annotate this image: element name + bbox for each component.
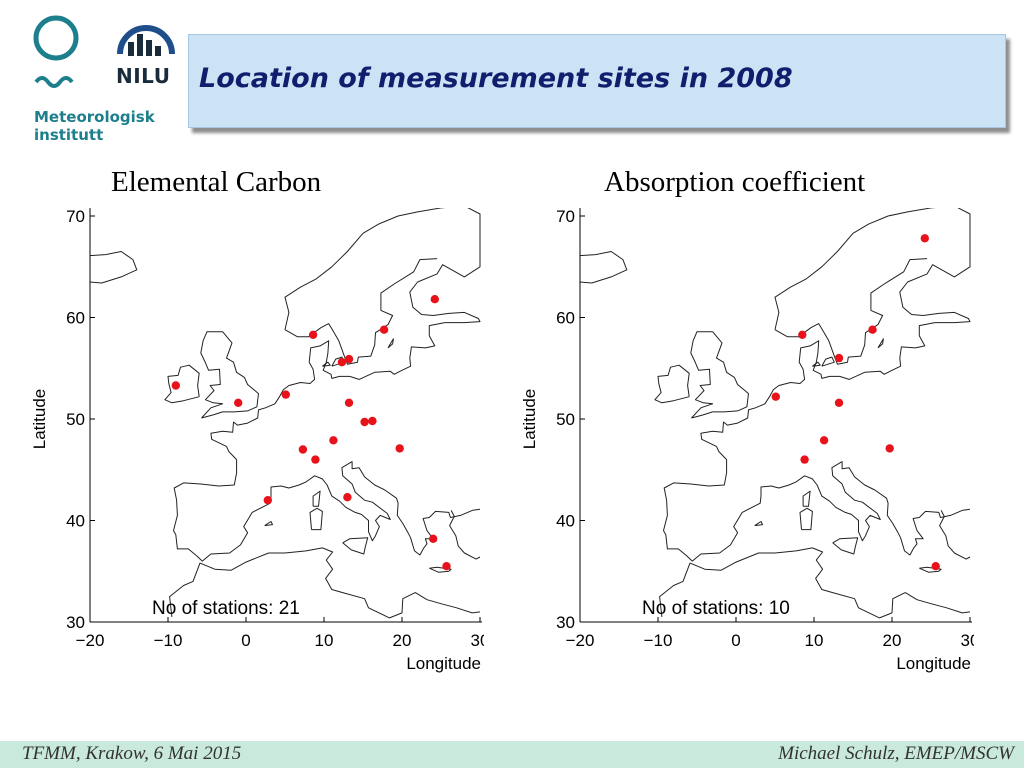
y-tick-label: 30	[556, 613, 575, 632]
x-tick-label: 30	[471, 631, 484, 650]
x-tick-label: 0	[241, 631, 250, 650]
met-logo-text: Meteorologisk institutt	[34, 108, 155, 144]
x-axis-label: Longitude	[896, 654, 971, 673]
station-marker	[819, 436, 829, 445]
footer-left-text: TFMM, Krakow, 6 Mai 2015	[22, 743, 242, 764]
y-tick-label: 70	[556, 207, 575, 226]
x-tick-label: 20	[393, 631, 412, 650]
met-logo-icon	[33, 15, 175, 88]
met-logo-line1: Meteorologisk	[34, 108, 155, 126]
station-marker	[344, 398, 354, 407]
station-marker	[344, 354, 354, 364]
x-tick-label: −20	[76, 631, 105, 650]
station-marker	[368, 416, 377, 426]
y-axis-label: Latitude	[30, 389, 49, 450]
nilu-logo-icon	[117, 25, 175, 56]
footer-right-text: Michael Schulz, EMEP/MSCW	[778, 743, 1014, 764]
x-tick-label: 0	[731, 631, 740, 650]
station-marker	[234, 398, 243, 407]
station-marker	[263, 496, 272, 505]
y-tick-label: 60	[66, 309, 85, 328]
x-tick-label: −10	[154, 631, 183, 650]
y-tick-label: 50	[66, 410, 85, 429]
station-marker	[337, 358, 347, 367]
station-marker	[798, 330, 807, 339]
station-marker	[442, 562, 451, 571]
station-marker	[308, 330, 318, 339]
station-marker	[834, 398, 844, 407]
station-count-annotation: No of stations: 21	[152, 598, 300, 619]
met-logo-line2: institutt	[34, 126, 104, 144]
station-marker	[800, 455, 809, 464]
y-tick-label: 40	[66, 512, 85, 531]
station-marker	[771, 392, 780, 401]
station-marker	[379, 325, 389, 334]
map-chart-elemental-carbon: 30 40 50 60 70 −20 −10 0 10 20 30 Latitude Longitude…	[30, 207, 484, 673]
x-tick-label: 10	[315, 631, 334, 650]
chart-title-elemental-carbon: Elemental Carbon	[111, 166, 322, 198]
station-count-annotation: No of stations: 10	[642, 598, 790, 619]
station-marker	[430, 295, 439, 304]
coastline-map	[580, 208, 971, 619]
y-tick-label: 60	[556, 309, 575, 328]
nilu-logo-text: NILU	[116, 64, 171, 88]
page-title: Location of measurement sites in 2008	[199, 63, 793, 94]
station-marker	[329, 436, 338, 445]
station-marker	[931, 562, 940, 571]
station-marker	[298, 445, 308, 454]
map-chart-absorption-coefficient: 30 40 50 60 70 −20 −10 0 10 20 30 Latitude Longitude…	[520, 207, 974, 673]
y-tick-label: 40	[556, 512, 575, 531]
y-tick-label: 30	[66, 613, 85, 632]
station-marker	[885, 444, 894, 453]
y-tick-label: 70	[66, 207, 85, 226]
station-marker	[834, 353, 844, 363]
x-tick-label: 10	[805, 631, 824, 650]
coastline-map	[90, 208, 481, 619]
station-marker	[311, 455, 320, 464]
x-axis-label: Longitude	[406, 654, 481, 673]
chart-title-absorption: Absorption coefficient	[604, 166, 866, 198]
station-marker	[920, 234, 929, 243]
title-banner: Location of measurement sites in 2008	[188, 34, 1006, 128]
x-tick-label: 20	[883, 631, 902, 650]
y-axis-label: Latitude	[520, 389, 539, 450]
station-marker	[343, 493, 352, 502]
station-marker	[281, 390, 290, 399]
x-tick-label: −20	[566, 631, 595, 650]
station-marker	[868, 325, 877, 334]
station-marker	[395, 444, 404, 453]
x-tick-label: 30	[961, 631, 974, 650]
footer-bar: TFMM, Krakow, 6 Mai 2015 Michael Schulz,…	[0, 741, 1024, 768]
station-marker	[360, 417, 369, 427]
x-tick-label: −10	[644, 631, 673, 650]
logos: NILU Meteorologisk institutt	[28, 14, 178, 154]
y-tick-label: 50	[556, 410, 575, 429]
station-marker	[171, 381, 180, 390]
station-marker	[429, 534, 438, 543]
